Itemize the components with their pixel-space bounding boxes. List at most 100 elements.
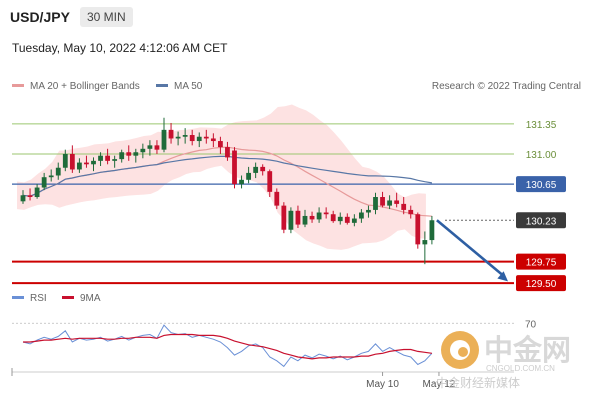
price-tag-bg — [516, 275, 566, 292]
watermark-url-text: CNGOLD.COM.CN — [486, 364, 555, 373]
ma50-legend-swatch — [156, 84, 168, 87]
candle-down — [210, 138, 216, 142]
datetime-label: Tuesday, May 10, 2022 4:12:06 AM CET — [12, 41, 228, 55]
projection-arrow-shaft — [436, 219, 504, 277]
candle-down — [218, 141, 223, 148]
candle-up — [34, 187, 40, 198]
candle-up — [41, 177, 47, 188]
candle-down — [105, 155, 110, 161]
candle-down — [225, 147, 230, 158]
candle-up — [112, 159, 118, 161]
watermark-logo-core — [458, 347, 468, 357]
ma50-legend-label: MA 50 — [174, 81, 203, 92]
candle-up — [182, 135, 188, 137]
projection-arrow — [436, 219, 508, 282]
candle-up — [133, 152, 139, 156]
price-tag-label: 131.00 — [526, 150, 557, 161]
candle-up — [253, 166, 259, 173]
candle-down — [408, 209, 414, 215]
candle-up — [429, 220, 435, 241]
candle-down — [394, 200, 400, 204]
price-tag-bg — [516, 253, 566, 270]
candle-up — [62, 153, 68, 168]
watermark: 中金网 CNGOLD.COM.CN 中金财经新媒体 — [436, 331, 571, 390]
research-credit: Research © 2022 Trading Central — [432, 81, 581, 92]
x-axis: May 10 May 12 — [11, 368, 514, 390]
candle-down — [274, 191, 280, 206]
candle-up — [98, 155, 103, 161]
candle-up — [246, 172, 251, 180]
currency-pair-title: USD/JPY — [10, 9, 70, 25]
candle-up — [147, 145, 153, 149]
candle-down — [69, 153, 75, 170]
candle-down — [168, 129, 174, 139]
candle-down — [203, 136, 209, 139]
rsi-legend-swatch — [12, 296, 24, 299]
rsi-ma-legend-label: 9MA — [80, 293, 101, 304]
candle-down — [309, 215, 315, 220]
candle-up — [288, 210, 294, 230]
candle-up — [119, 152, 125, 160]
rsi-ma-legend-swatch — [62, 296, 74, 299]
x-axis-label: May 12 — [423, 379, 456, 390]
candle-down — [380, 197, 385, 206]
bollinger-band-area — [17, 104, 426, 250]
candle-up — [48, 175, 54, 178]
bb-legend-swatch — [12, 84, 24, 87]
candle-up — [387, 200, 392, 206]
candle-down — [401, 203, 407, 210]
price-tag-bg — [516, 212, 566, 229]
candle-up — [140, 148, 146, 153]
price-tag-bg — [516, 176, 566, 193]
candle-up — [161, 129, 167, 150]
x-axis-label: May 10 — [366, 379, 399, 390]
price-tag-label: 129.75 — [526, 258, 557, 269]
candle-down — [154, 145, 160, 150]
watermark-sub-text: 中金财经新媒体 — [436, 375, 520, 390]
rsi-panel: 70 — [12, 319, 537, 368]
rsi-ma-line — [23, 333, 432, 360]
bollinger-bands — [17, 104, 426, 250]
candle-down — [330, 214, 336, 222]
price-tag-label: 130.65 — [526, 180, 557, 191]
price-levels — [12, 123, 514, 285]
candle-down — [344, 216, 350, 223]
price-tag-label: 129.50 — [526, 279, 557, 290]
candle-down — [27, 195, 33, 198]
watermark-cn-text: 中金网 — [484, 333, 571, 367]
rsi-legend-label: RSI — [30, 293, 47, 304]
rsi-line — [22, 324, 433, 368]
bb-legend-label: MA 20 + Bollinger Bands — [30, 81, 140, 92]
candle-down — [267, 171, 273, 192]
candle-down — [126, 152, 132, 156]
candle-down — [260, 166, 266, 172]
candle-up — [337, 216, 343, 222]
rsi-tick-label: 70 — [525, 319, 537, 330]
candlesticks — [20, 117, 435, 265]
candle-up — [351, 218, 357, 223]
candle-down — [295, 210, 301, 225]
price-tags: 131.35 131.00 130.65 130.23 129.75 129.50 — [516, 120, 566, 292]
candle-down — [189, 135, 195, 142]
candle-down — [232, 150, 237, 185]
timeframe-badge[interactable]: 30 MIN — [80, 7, 133, 27]
candle-down — [323, 212, 329, 215]
candle-up — [91, 160, 96, 165]
candle-up — [20, 195, 26, 202]
candle-down — [415, 214, 421, 245]
candle-up — [196, 136, 202, 142]
candle-up — [55, 167, 61, 176]
price-tag-label: 131.35 — [526, 120, 557, 131]
candle-up — [422, 240, 428, 245]
chart-legend: MA 20 + Bollinger Bands MA 50 Research ©… — [12, 81, 581, 304]
candle-up — [316, 212, 322, 220]
candle-up — [77, 162, 82, 170]
candle-up — [239, 179, 244, 185]
candle-up — [359, 212, 364, 219]
projection-arrow-head — [497, 271, 508, 282]
candle-up — [175, 136, 181, 139]
candle-up — [302, 215, 308, 225]
candle-down — [281, 205, 287, 230]
candle-up — [366, 209, 371, 213]
